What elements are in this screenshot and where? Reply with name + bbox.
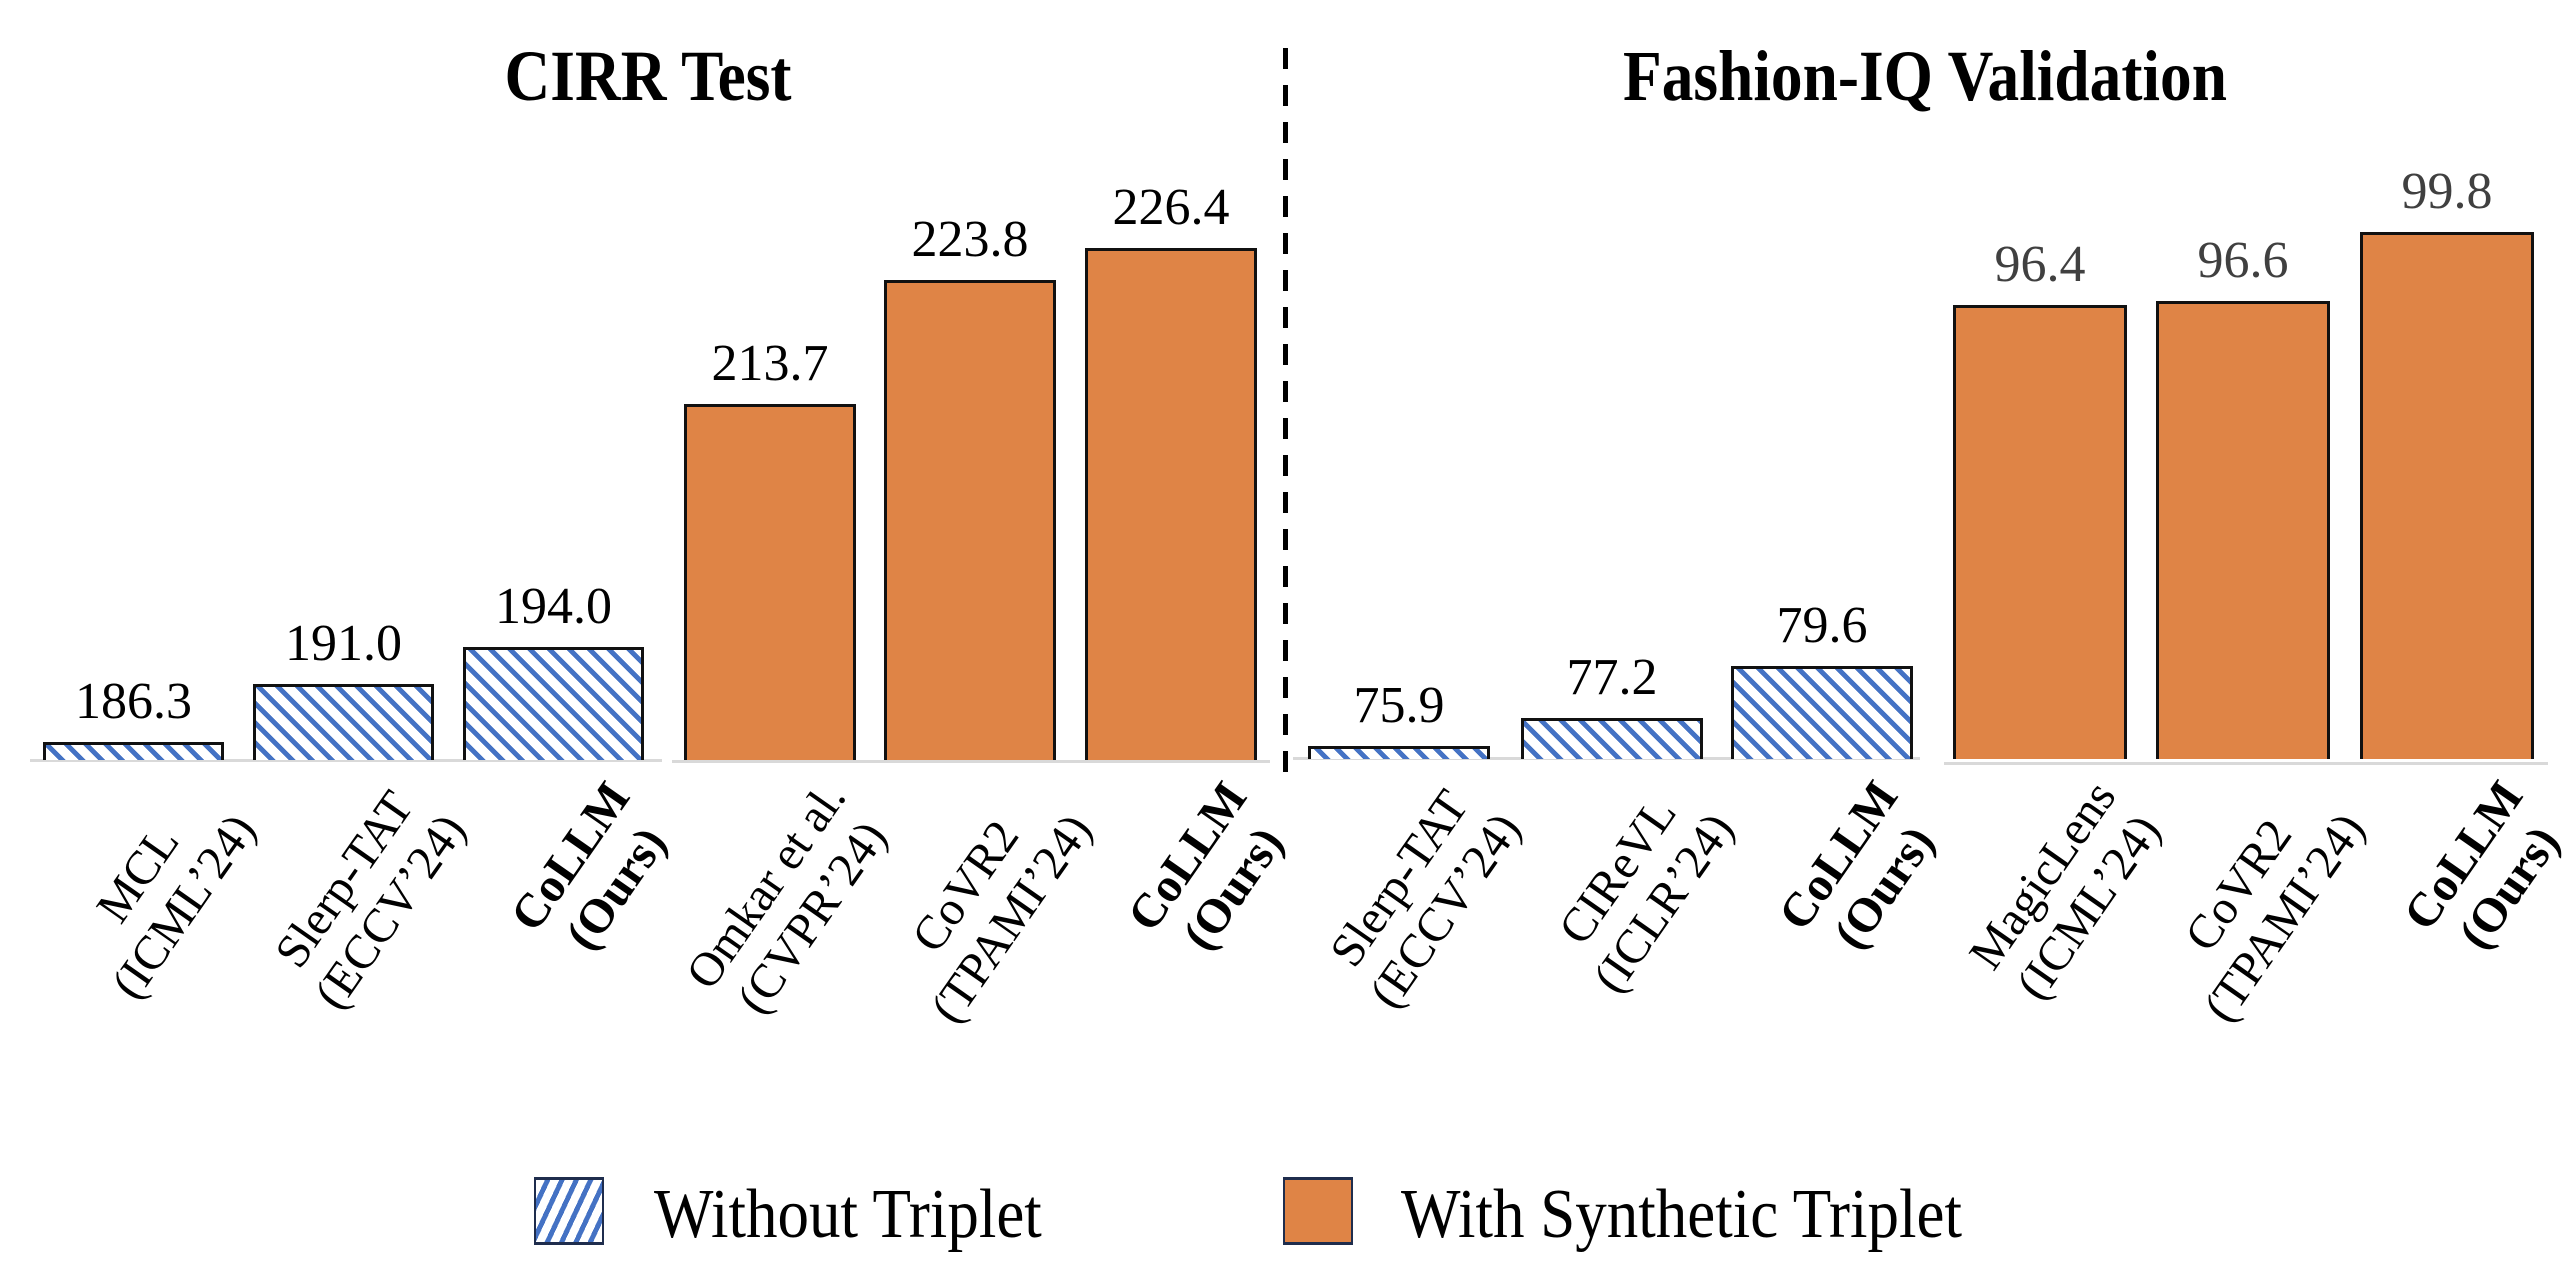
bar-cirevl bbox=[1521, 717, 1703, 759]
bar-collm-without-triplet bbox=[1731, 666, 1913, 759]
value-label: 213.7 bbox=[711, 335, 829, 393]
legend-swatch-with-synthetic-triplet bbox=[1283, 1177, 1353, 1245]
cirr-panel-title: CIRR Test bbox=[504, 36, 792, 116]
value-label: 96.6 bbox=[2197, 231, 2289, 289]
panel-divider-dashed-line bbox=[1283, 48, 1288, 772]
bar-covr2 bbox=[2156, 300, 2330, 759]
value-label: 77.2 bbox=[1566, 648, 1658, 706]
cirr-baseline-without bbox=[30, 759, 662, 762]
legend-swatch-without-triplet bbox=[534, 1177, 604, 1245]
bar-collm-with-triplet bbox=[1085, 247, 1257, 760]
bar-collm-without-triplet bbox=[463, 647, 644, 760]
value-label: 75.9 bbox=[1353, 676, 1445, 734]
value-label: 191.0 bbox=[285, 615, 402, 673]
cirr-baseline-with bbox=[672, 760, 1270, 763]
value-label: 79.6 bbox=[1776, 597, 1868, 655]
category-label-collm: CoLLM (Ours) bbox=[2393, 771, 2576, 973]
category-label-collm: CoLLM (Ours) bbox=[499, 772, 687, 974]
value-label: 223.8 bbox=[911, 211, 1029, 268]
category-label-covr2: CoVR2 (TPAMI’24) bbox=[2147, 771, 2377, 1033]
category-label-collm: CoLLM (Ours) bbox=[1117, 772, 1305, 974]
bar-slerp-tat bbox=[253, 684, 434, 760]
legend-label-with-synthetic-triplet: With Synthetic Triplet bbox=[1401, 1176, 1963, 1253]
value-label: 226.4 bbox=[1112, 178, 1230, 236]
category-label-slerp-tat: Slerp-TAT (ECCV’24) bbox=[257, 772, 477, 1020]
value-label: 186.3 bbox=[75, 673, 192, 730]
category-label-magiclens: MagicLens (ICML’24) bbox=[1958, 771, 2174, 1012]
bar-collm-with-triplet bbox=[2360, 232, 2534, 759]
category-label-collm: CoLLM (Ours) bbox=[1768, 771, 1956, 973]
value-label: 194.0 bbox=[495, 578, 612, 636]
category-label-cirevl: CIReVL (ICLR’24) bbox=[1536, 771, 1745, 1003]
legend-label-without-triplet: Without Triplet bbox=[654, 1176, 1042, 1253]
category-label-slerp-tat: Slerp-TAT (ECCV’24) bbox=[1313, 771, 1533, 1019]
bar-mcl bbox=[43, 742, 224, 760]
bar-magiclens bbox=[1953, 305, 2127, 759]
fashioniq-panel-title: Fashion-IQ Validation bbox=[1623, 36, 2227, 116]
bar-slerp-tat bbox=[1308, 745, 1490, 759]
category-label-covr2: CoVR2 (TPAMI’24) bbox=[874, 772, 1104, 1034]
category-label-mcl: MCL (ICML’24) bbox=[54, 772, 267, 1010]
fashioniq-baseline-with bbox=[1944, 762, 2548, 765]
value-label: 99.8 bbox=[2401, 163, 2493, 221]
bar-omkar bbox=[684, 404, 856, 760]
category-label-omkar: Omkar et al. (CVPR’24) bbox=[675, 772, 904, 1032]
bar-covr2 bbox=[884, 280, 1056, 760]
value-label: 96.4 bbox=[1994, 236, 2086, 294]
